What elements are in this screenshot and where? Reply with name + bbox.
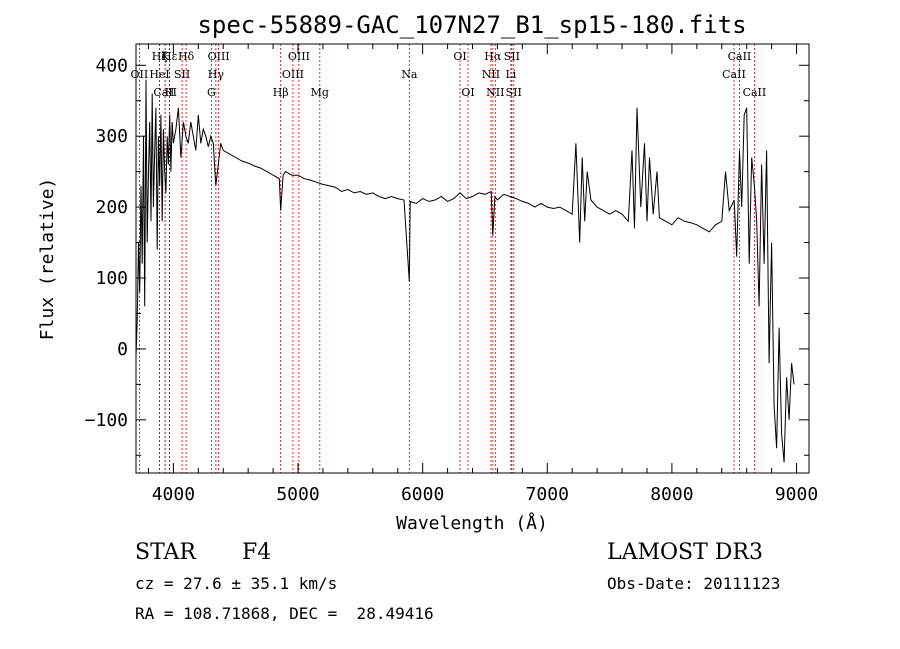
redshift-velocity: cz = 27.6 ± 35.1 km/s (135, 574, 338, 593)
sky-coordinates: RA = 108.71868, DEC = 28.49416 (135, 604, 434, 623)
line-marker-label-19: Hα (484, 50, 502, 63)
line-marker-label-1: OII (131, 68, 149, 81)
line-marker-label-27: CaII (743, 86, 767, 99)
line-marker-label-11: G (207, 86, 216, 99)
line-marker-label-8: HeI (149, 68, 169, 81)
line-marker-label-24: SII (506, 86, 522, 99)
line-marker-label-26: CaII (728, 50, 752, 63)
line-marker-label-10: Hγ (208, 68, 225, 81)
x-tick-label-4000: 4000 (152, 484, 195, 505)
line-marker-label-12: Hβ (273, 86, 289, 99)
observation-date: Obs-Date: 20111123 (607, 574, 781, 593)
line-marker-label-20: NII (482, 68, 500, 81)
line-marker-label-21: NII (486, 86, 504, 99)
survey-name: LAMOST DR3 (607, 540, 763, 565)
x-axis-label: Wavelength (Å) (396, 512, 548, 534)
plot-frame (135, 43, 810, 474)
y-axis-label: Flux (relative) (37, 178, 58, 341)
object-class: STAR (135, 540, 196, 565)
y-tick-label-0: 0 (117, 339, 128, 360)
y-tick-label--100: −100 (85, 410, 128, 431)
line-marker-label-13: OIII (282, 68, 304, 81)
line-marker-label-7: SII (174, 68, 190, 81)
line-marker-label-9: OIII (208, 50, 230, 63)
line-marker-label-4: K (161, 50, 170, 63)
line-marker-label-17: OI (453, 50, 466, 63)
line-marker-label-23: Li (505, 68, 516, 81)
line-marker-label-22: SII (504, 50, 520, 63)
x-tick-label-6000: 6000 (401, 484, 444, 505)
line-marker-label-18: OI (461, 86, 474, 99)
y-tick-label-200: 200 (95, 197, 128, 218)
line-marker-label-16: Na (401, 68, 418, 81)
x-tick-label-5000: 5000 (276, 484, 319, 505)
line-marker-label-3: Hζ (152, 50, 168, 63)
x-tick-label-9000: 9000 (775, 484, 818, 505)
x-axis-ticks: 4000 5000 6000 7000 8000 9000 (147, 44, 818, 505)
y-axis-ticks: −100 0 100 200 300 400 (85, 55, 809, 456)
x-tick-label-7000: 7000 (526, 484, 569, 505)
line-marker-label-25: CaII (722, 68, 746, 81)
object-subclass: F4 (242, 540, 272, 565)
spectrum-line (135, 79, 795, 463)
line-marker-label-15: Mg (311, 86, 329, 99)
y-tick-label-100: 100 (95, 268, 128, 289)
chart-title: spec-55889-GAC_107N27_B1_sp15-180.fits (197, 11, 746, 39)
line-marker-label-6: Hδ (178, 50, 195, 63)
line-marker-label-5: H (165, 86, 175, 99)
y-tick-label-400: 400 (95, 55, 128, 76)
line-marker-group (138, 44, 755, 473)
line-marker-label-14: OIII (288, 50, 310, 63)
x-tick-label-8000: 8000 (650, 484, 693, 505)
y-tick-label-300: 300 (95, 126, 128, 147)
line-marker-label-0: CaII (153, 86, 177, 99)
